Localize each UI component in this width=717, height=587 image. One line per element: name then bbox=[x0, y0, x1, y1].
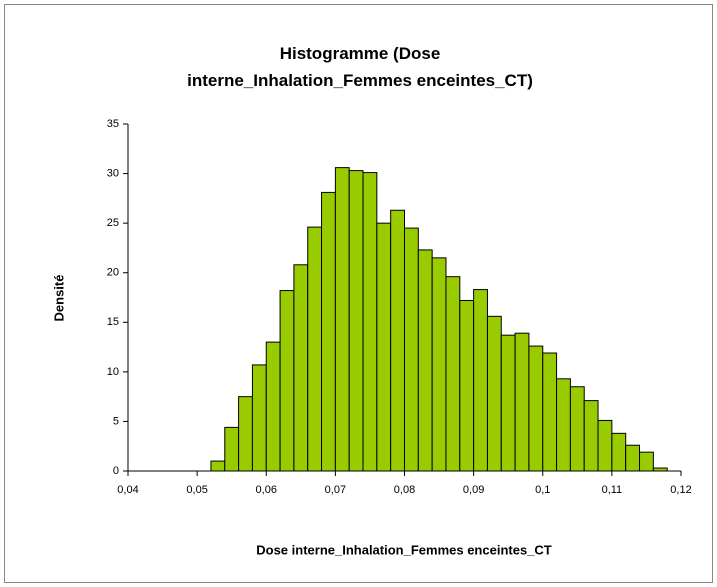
bar bbox=[583, 400, 599, 472]
bar bbox=[639, 451, 654, 472]
bar bbox=[321, 191, 336, 472]
bar bbox=[486, 315, 502, 472]
bar bbox=[459, 299, 475, 472]
x-tick-label: 0,08 bbox=[394, 484, 415, 496]
bar bbox=[445, 276, 461, 472]
bar bbox=[376, 222, 392, 472]
bar bbox=[611, 432, 627, 472]
bar bbox=[556, 378, 571, 472]
y-tick-label: 20 bbox=[107, 267, 119, 279]
bar bbox=[625, 444, 641, 472]
bar bbox=[362, 172, 378, 472]
x-tick-label: 0,11 bbox=[602, 484, 623, 496]
bar bbox=[224, 426, 240, 472]
y-tick-label: 35 bbox=[107, 118, 119, 130]
bar bbox=[431, 257, 447, 472]
bar bbox=[238, 396, 253, 472]
bar bbox=[597, 419, 613, 472]
y-tick-label: 0 bbox=[113, 465, 119, 477]
bar bbox=[390, 209, 405, 472]
bar bbox=[265, 341, 281, 472]
y-axis-label: Densité bbox=[51, 275, 66, 322]
bar bbox=[307, 226, 323, 472]
y-tick-label: 25 bbox=[107, 217, 119, 229]
bar bbox=[293, 264, 309, 472]
bar bbox=[251, 364, 267, 472]
chart-title: Histogramme (Dose interne_Inhalation_Fem… bbox=[187, 44, 533, 90]
x-tick-label: 0,04 bbox=[117, 484, 138, 496]
bar bbox=[528, 345, 544, 472]
x-tick-label: 0,1 bbox=[535, 484, 550, 496]
x-tick-label: 0,05 bbox=[186, 484, 207, 496]
bar bbox=[473, 289, 488, 472]
bar bbox=[417, 249, 433, 472]
x-tick-label: 0,06 bbox=[256, 484, 277, 496]
y-tick-label: 10 bbox=[107, 366, 119, 378]
x-tick-label: 0,07 bbox=[325, 484, 346, 496]
x-tick-label: 0,09 bbox=[463, 484, 484, 496]
bar bbox=[500, 334, 516, 472]
bar bbox=[348, 170, 364, 472]
bar bbox=[334, 167, 350, 472]
bar bbox=[514, 332, 530, 472]
y-tick-label: 15 bbox=[107, 316, 119, 328]
bar bbox=[542, 352, 558, 472]
x-axis-label: Dose interne_Inhalation_Femmes enceintes… bbox=[256, 542, 552, 557]
y-tick-label: 5 bbox=[113, 415, 119, 427]
bar bbox=[210, 460, 226, 472]
bar bbox=[404, 227, 419, 472]
bar bbox=[569, 386, 585, 472]
y-tick-label: 30 bbox=[107, 167, 119, 179]
x-tick-label: 0,12 bbox=[670, 484, 691, 496]
bar bbox=[279, 290, 295, 472]
